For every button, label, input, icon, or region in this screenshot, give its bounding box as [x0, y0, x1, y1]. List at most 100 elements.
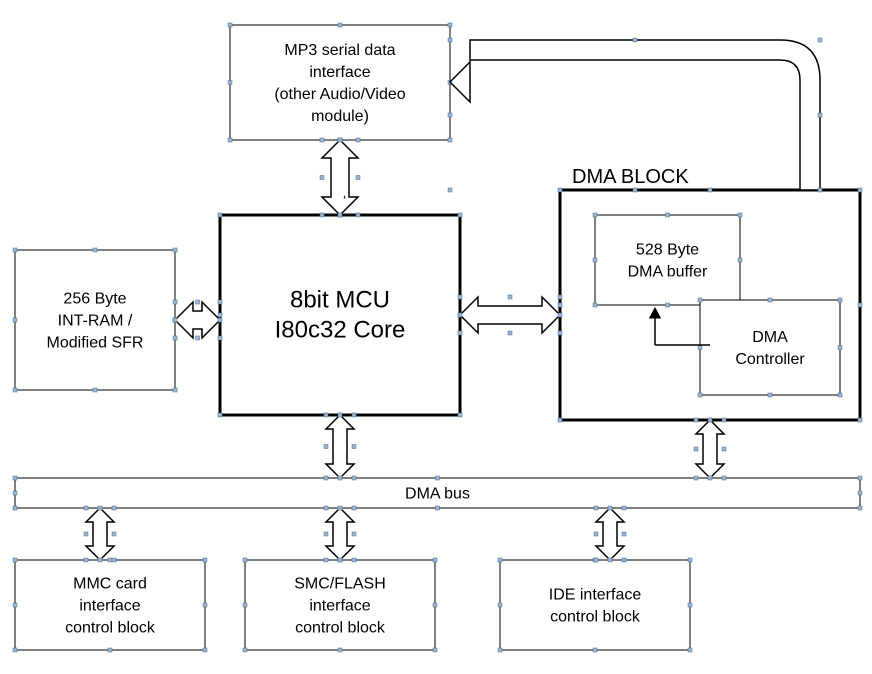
mcu-box — [220, 215, 460, 415]
selection-handle — [594, 532, 598, 536]
selection-handle — [448, 138, 452, 142]
selection-handle — [818, 38, 822, 42]
selection-handle — [108, 558, 112, 562]
smc-label: interface — [309, 598, 370, 615]
selection-handle — [243, 603, 247, 607]
dma_buffer-label: DMA buffer — [628, 264, 708, 281]
selection-handle — [218, 413, 222, 417]
dmabus-label: DMA bus — [405, 486, 470, 503]
selection-handle — [13, 603, 17, 607]
dma_controller-box — [700, 300, 840, 395]
selection-handle — [13, 318, 17, 322]
selection-handle — [112, 506, 116, 510]
selection-handle — [858, 506, 862, 510]
selection-handle — [218, 318, 222, 322]
selection-handle — [622, 558, 626, 562]
mp3-label: module) — [311, 108, 369, 125]
selection-handle — [558, 188, 562, 192]
selection-handle — [338, 558, 342, 562]
selection-handle — [858, 491, 862, 495]
selection-handle — [558, 303, 562, 307]
ram_mcu-arrow — [175, 302, 220, 338]
selection-handle — [818, 188, 822, 192]
selection-handle — [324, 506, 328, 510]
selection-handle — [858, 303, 862, 307]
mcu_dma-arrow — [460, 297, 560, 333]
selection-handle — [593, 258, 597, 262]
selection-handle — [352, 558, 356, 562]
mcu-label: I80c32 Core — [275, 317, 406, 344]
selection-handle — [498, 603, 502, 607]
selection-handle — [722, 418, 726, 422]
dma_bus-arrow — [696, 420, 724, 478]
selection-handle — [838, 393, 842, 397]
selection-handle — [722, 476, 726, 480]
selection-handle — [458, 213, 462, 217]
mmc-label: MMC card — [73, 576, 147, 593]
selection-handle — [13, 648, 17, 652]
selection-handle — [13, 558, 17, 562]
selection-handle — [338, 648, 342, 652]
selection-handle — [622, 506, 626, 510]
selection-handle — [633, 38, 637, 42]
selection-handle — [433, 603, 437, 607]
selection-handle — [666, 213, 670, 217]
selection-handle — [338, 413, 342, 417]
selection-handle — [356, 213, 360, 217]
selection-handle — [436, 506, 440, 510]
bus_ide-arrow — [596, 508, 624, 560]
selection-handle — [698, 298, 702, 302]
selection-handle — [448, 188, 452, 192]
selection-handle — [858, 188, 862, 192]
selection-handle — [243, 558, 247, 562]
selection-handle — [84, 506, 88, 510]
ide-label: IDE interface — [549, 587, 642, 604]
selection-handle — [84, 558, 88, 562]
mcu-label: 8bit MCU — [290, 287, 390, 314]
dma_buffer-label: 528 Byte — [636, 242, 699, 259]
selection-handle — [818, 113, 822, 117]
mp3-label: (other Audio/Video — [274, 86, 405, 103]
selection-handle — [324, 445, 328, 449]
selection-handle — [858, 476, 862, 480]
selection-handle — [324, 476, 328, 480]
selection-handle — [593, 303, 597, 307]
selection-handle — [338, 213, 342, 217]
ide-box — [500, 560, 690, 650]
selection-handle — [508, 331, 512, 335]
selection-handle — [498, 648, 502, 652]
selection-handle — [93, 388, 97, 392]
selection-handle — [448, 38, 452, 42]
ram-label: Modified SFR — [47, 335, 144, 352]
selection-handle — [352, 445, 356, 449]
selection-handle — [320, 213, 324, 217]
selection-handle — [768, 298, 772, 302]
selection-handle — [196, 300, 200, 304]
selection-handle — [738, 213, 742, 217]
smc-label: SMC/FLASH — [294, 576, 386, 593]
selection-handle — [458, 413, 462, 417]
selection-handle — [203, 648, 207, 652]
selection-handle — [13, 506, 17, 510]
selection-handle — [558, 418, 562, 422]
selection-handle — [13, 388, 17, 392]
selection-handle — [112, 558, 116, 562]
mcu_bus-arrow — [326, 415, 354, 478]
selection-handle — [352, 413, 356, 417]
selection-handle — [594, 558, 598, 562]
selection-handle — [558, 331, 562, 335]
selection-handle — [203, 558, 207, 562]
selection-handle — [324, 413, 328, 417]
selection-handle — [498, 558, 502, 562]
selection-handle — [433, 648, 437, 652]
selection-handle — [84, 532, 88, 536]
selection-handle — [324, 532, 328, 536]
dma_buffer-box — [595, 215, 740, 305]
selection-handle — [173, 336, 177, 340]
selection-handle — [593, 648, 597, 652]
selection-handle — [458, 313, 462, 317]
selection-handle — [320, 138, 324, 142]
ram-label: INT-RAM / — [58, 313, 133, 330]
mp3_mcu-arrow — [322, 140, 358, 215]
ide-label: control block — [550, 609, 641, 626]
